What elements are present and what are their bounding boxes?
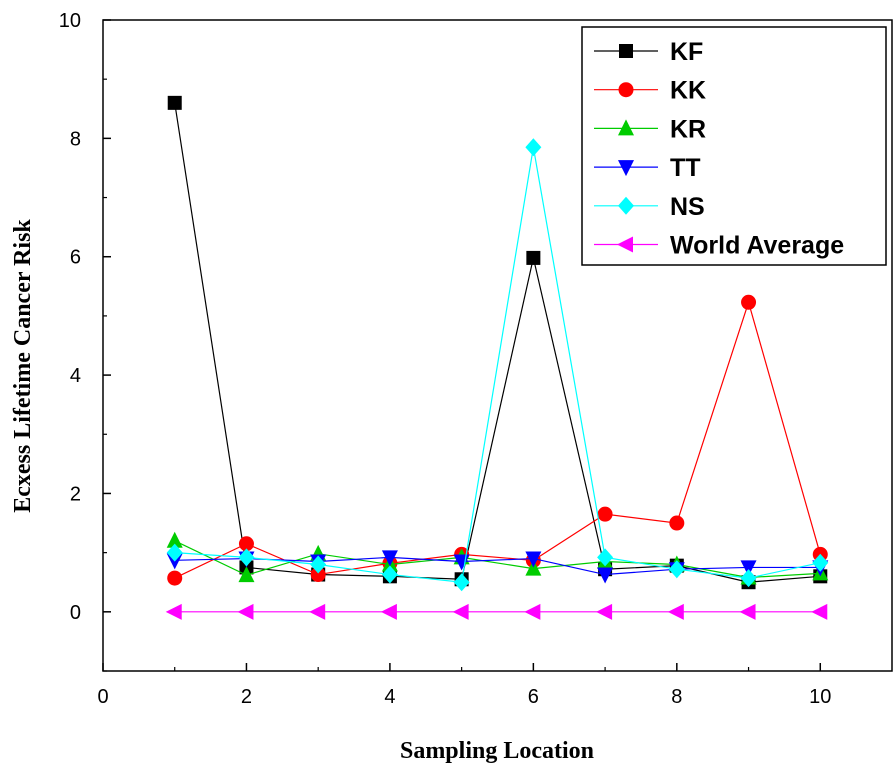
y-tick-label: 8	[70, 128, 81, 150]
x-axis-title: Sampling Location	[400, 738, 594, 764]
series-layer	[165, 95, 829, 620]
legend-label-world-average: World Average	[670, 232, 844, 260]
data-point-ns	[812, 553, 829, 572]
data-point-ns	[166, 543, 183, 562]
legend-marker-ns	[618, 196, 634, 215]
data-point-tt	[525, 551, 542, 568]
data-point-kf	[526, 250, 541, 265]
data-point-tt	[597, 567, 614, 584]
legend-label-kf: KF	[670, 38, 703, 66]
x-tick-label: 10	[809, 686, 831, 708]
data-point-kr	[238, 566, 255, 583]
y-tick-label: 0	[70, 602, 81, 624]
data-point-tt	[381, 550, 398, 567]
y-tick-label: 4	[70, 365, 81, 387]
x-tick-label: 8	[671, 686, 682, 708]
data-point-kk	[597, 506, 613, 522]
legend-label-tt: TT	[670, 154, 701, 182]
legend-marker-world-average	[617, 236, 633, 253]
series-line-ns	[174, 147, 821, 583]
series-world-average	[165, 603, 828, 620]
legend-label-ns: NS	[670, 193, 705, 221]
legend-box	[581, 26, 887, 266]
data-point-ns	[453, 573, 470, 592]
data-point-world-average	[811, 603, 828, 620]
data-point-kr	[166, 531, 183, 548]
legend-marker-tt	[618, 160, 634, 177]
data-point-world-average	[524, 603, 541, 620]
data-point-ns	[525, 138, 542, 157]
data-point-kk	[238, 536, 254, 552]
y-tick-label: 10	[59, 10, 81, 32]
data-point-ns	[668, 560, 685, 579]
data-point-world-average	[739, 603, 756, 620]
legend: KF KK KR TT NS World Average	[581, 26, 887, 266]
data-point-ns	[381, 565, 398, 584]
x-tick-label: 6	[528, 686, 539, 708]
data-point-kk	[669, 515, 685, 531]
y-tick-label: 2	[70, 483, 81, 505]
series-line-kk	[174, 300, 821, 579]
data-point-world-average	[452, 603, 469, 620]
data-point-kr	[525, 559, 542, 576]
axes: 0 2 4 6 8 10 0 2 4 6 8 10	[59, 10, 832, 708]
x-tick-label: 0	[97, 686, 108, 708]
data-point-ns	[740, 569, 757, 588]
data-point-ns	[310, 555, 327, 574]
data-point-ns	[597, 548, 614, 567]
legend-marker-kr	[618, 119, 634, 136]
x-tick-label: 2	[241, 686, 252, 708]
data-point-world-average	[309, 603, 326, 620]
series-ns	[166, 138, 829, 592]
data-point-kk	[167, 570, 183, 586]
x-tick-label: 4	[384, 686, 395, 708]
data-point-world-average	[667, 603, 684, 620]
data-point-ns	[238, 548, 255, 567]
data-point-world-average	[380, 603, 397, 620]
data-point-tt	[740, 560, 757, 577]
data-point-world-average	[237, 603, 254, 620]
series-line-kr	[174, 540, 821, 579]
legend-marker-kf	[619, 44, 633, 58]
data-point-kk	[310, 567, 326, 583]
legend-label-kk: KK	[670, 77, 706, 105]
series-line-tt	[174, 556, 821, 576]
legend-label-kr: KR	[670, 115, 706, 143]
legend-marker-kk	[618, 82, 634, 98]
y-tick-label: 6	[70, 247, 81, 269]
data-point-world-average	[165, 603, 182, 620]
data-point-kf	[167, 95, 182, 110]
data-point-world-average	[596, 603, 613, 620]
data-point-kk	[741, 294, 757, 310]
y-axis-title: Ecxess Lifetime Cancer Risk	[10, 219, 36, 513]
